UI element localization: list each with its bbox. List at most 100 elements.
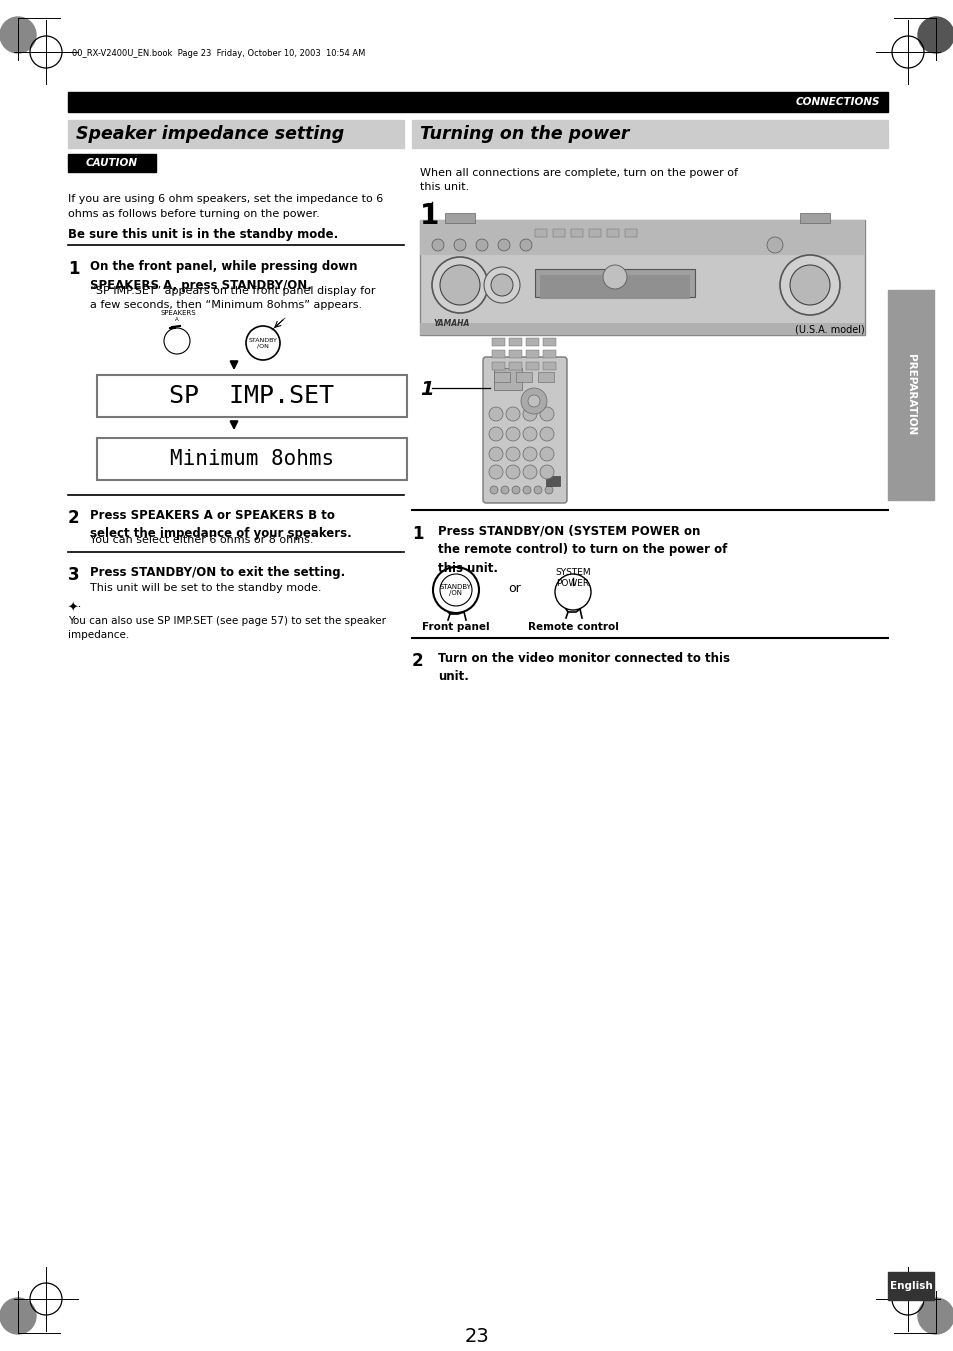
Text: Minimum 8ohms: Minimum 8ohms [170, 449, 334, 469]
Bar [542, 350, 556, 358]
Bar [545, 476, 559, 486]
Bar [887, 290, 933, 500]
Circle shape [520, 388, 546, 413]
Circle shape [789, 265, 829, 305]
Text: or: or [508, 581, 521, 594]
Bar [542, 362, 556, 370]
Circle shape [489, 407, 502, 422]
Text: “SP IMP.SET” appears on the front panel display for
a few seconds, then “Minimum: “SP IMP.SET” appears on the front panel … [90, 286, 375, 311]
Circle shape [489, 447, 502, 461]
Circle shape [512, 486, 519, 494]
Text: SP  IMP.SET: SP IMP.SET [170, 384, 335, 408]
Circle shape [539, 447, 554, 461]
Text: SYSTEM
POWER: SYSTEM POWER [555, 567, 590, 588]
Circle shape [483, 267, 519, 303]
Bar [525, 350, 538, 358]
Text: Turn on the video monitor connected to this
unit.: Turn on the video monitor connected to t… [437, 653, 729, 684]
Circle shape [534, 486, 541, 494]
Bar [516, 372, 532, 382]
Bar [68, 120, 403, 149]
Text: STANDBY
/ON: STANDBY /ON [439, 584, 472, 596]
Circle shape [539, 427, 554, 440]
Circle shape [489, 465, 502, 480]
Bar [492, 350, 504, 358]
Circle shape [505, 427, 519, 440]
Circle shape [0, 1298, 36, 1333]
Bar [606, 230, 618, 236]
Bar [492, 338, 504, 346]
Text: Front panel: Front panel [422, 621, 489, 632]
Bar [800, 213, 829, 223]
Text: Press STANDBY/ON (SYSTEM POWER on
the remote control) to turn on the power of
th: Press STANDBY/ON (SYSTEM POWER on the re… [437, 526, 726, 576]
Text: English: English [889, 1281, 931, 1292]
Circle shape [454, 239, 465, 251]
Bar [535, 230, 546, 236]
Bar [537, 372, 554, 382]
Text: Speaker impedance setting: Speaker impedance setting [76, 126, 344, 143]
Circle shape [491, 274, 513, 296]
Circle shape [476, 239, 488, 251]
Circle shape [432, 239, 443, 251]
Bar [539, 276, 689, 299]
Circle shape [527, 394, 539, 407]
Text: SPEAKERS: SPEAKERS [160, 309, 195, 316]
Circle shape [917, 18, 953, 53]
Text: A: A [175, 317, 178, 322]
Circle shape [439, 265, 479, 305]
Bar [542, 338, 556, 346]
Bar [492, 362, 504, 370]
Text: 1: 1 [412, 526, 423, 543]
Bar [494, 372, 510, 382]
Circle shape [522, 447, 537, 461]
Text: Remote control: Remote control [527, 621, 618, 632]
Circle shape [539, 465, 554, 480]
Text: STANDBY
/ON: STANDBY /ON [249, 338, 277, 349]
Circle shape [432, 257, 488, 313]
Circle shape [917, 1298, 953, 1333]
Circle shape [522, 407, 537, 422]
Text: Press STANDBY/ON to exit the setting.: Press STANDBY/ON to exit the setting. [90, 566, 345, 580]
Circle shape [522, 427, 537, 440]
Text: Be sure this unit is in the standby mode.: Be sure this unit is in the standby mode… [68, 228, 338, 240]
Circle shape [539, 407, 554, 422]
Text: (U.S.A. model): (U.S.A. model) [795, 326, 864, 335]
Bar [624, 230, 637, 236]
Bar [509, 338, 521, 346]
Bar [444, 213, 475, 223]
Circle shape [433, 567, 478, 613]
Text: You can select either 6 ohms or 8 ohms.: You can select either 6 ohms or 8 ohms. [90, 535, 314, 544]
Text: CONNECTIONS: CONNECTIONS [795, 97, 879, 107]
Bar [97, 376, 407, 417]
Bar [419, 220, 864, 335]
Text: CAUTION: CAUTION [86, 158, 138, 168]
Text: PREPARATION: PREPARATION [905, 354, 915, 435]
Circle shape [500, 486, 509, 494]
Bar [887, 1273, 933, 1300]
Circle shape [505, 465, 519, 480]
Circle shape [602, 265, 626, 289]
Text: 1: 1 [68, 259, 79, 278]
Text: 1: 1 [419, 203, 438, 230]
Bar [419, 220, 864, 255]
Bar [412, 120, 887, 149]
Text: 00_RX-V2400U_EN.book  Page 23  Friday, October 10, 2003  10:54 AM: 00_RX-V2400U_EN.book Page 23 Friday, Oct… [71, 49, 365, 58]
Bar [419, 323, 864, 335]
Text: ✦·: ✦· [68, 603, 82, 615]
Bar [571, 230, 582, 236]
Bar [494, 367, 521, 390]
Circle shape [505, 447, 519, 461]
Bar [588, 230, 600, 236]
Bar [97, 438, 407, 480]
FancyBboxPatch shape [482, 357, 566, 503]
Circle shape [497, 239, 510, 251]
Text: This unit will be set to the standby mode.: This unit will be set to the standby mod… [90, 584, 321, 593]
Text: 2: 2 [68, 509, 79, 527]
Bar [553, 230, 564, 236]
Text: 23: 23 [464, 1327, 489, 1346]
Text: When all connections are complete, turn on the power of
this unit.: When all connections are complete, turn … [419, 168, 738, 192]
Text: 3: 3 [68, 566, 79, 584]
Circle shape [780, 255, 840, 315]
Circle shape [505, 407, 519, 422]
Circle shape [522, 486, 531, 494]
Circle shape [490, 486, 497, 494]
